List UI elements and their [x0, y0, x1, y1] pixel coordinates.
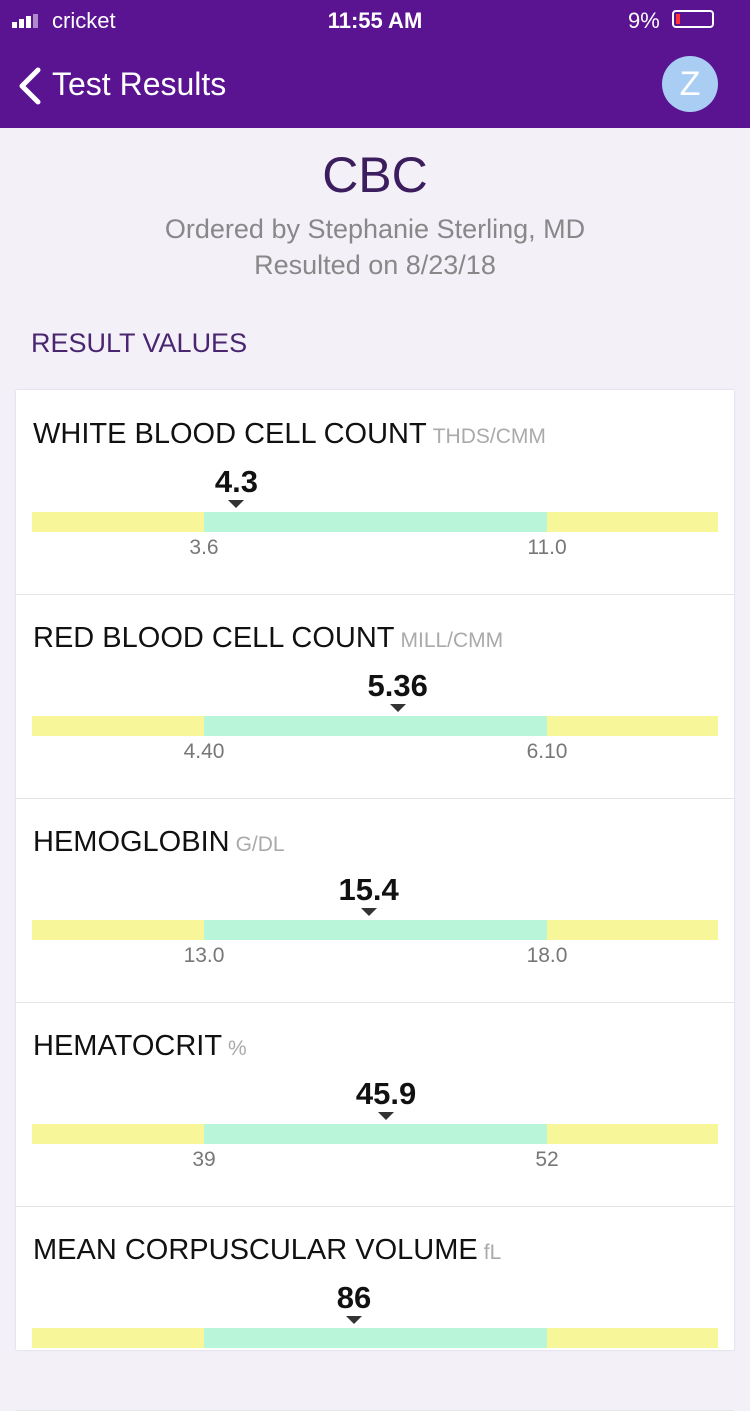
result-name: MEAN CORPUSCULAR VOLUME fL [33, 1234, 502, 1266]
result-item: HEMOGLOBIN G/DL 13.0 18.0 15.4 [16, 798, 734, 1003]
title: CBC [322, 147, 428, 203]
result-item: WHITE BLOOD CELL COUNT THDS/CMM 3.6 11.0 4.3 [16, 390, 734, 595]
value-marker [389, 704, 406, 712]
result-name: RED BLOOD CELL COUNT MILL/CMM [33, 622, 504, 654]
normal-range [204, 716, 547, 736]
carrier: cricket [52, 8, 116, 33]
result-value: 86 [336, 1280, 372, 1315]
result-name: HEMATOCRIT% [33, 1030, 247, 1062]
results-card: WHITE BLOOD CELL COUNT THDS/CMM 3.6 11.0 4.3… [16, 390, 734, 1411]
value-marker [360, 908, 377, 916]
resulted-date: Resulted on 8/23/18 [254, 250, 496, 280]
result-value: 45.9 [355, 1076, 417, 1111]
time: 11:55 AM [327, 8, 423, 33]
result-unit: G/DL [235, 833, 285, 856]
result-value: 15.4 [338, 872, 399, 907]
result-unit: fL [483, 1241, 502, 1264]
battery-percent: 9% [628, 8, 660, 33]
battery-icon [672, 10, 714, 28]
result-unit: THDS/CMM [432, 425, 546, 448]
normal-range [204, 920, 547, 940]
value-marker [378, 1112, 395, 1120]
range-high: 18.0 [526, 944, 568, 967]
range-high: 6.10 [526, 740, 568, 763]
back-label: Test Results [52, 66, 227, 102]
section-title: RESULT VALUES [31, 328, 248, 358]
range-bar [32, 1328, 718, 1348]
avatar[interactable]: Z [662, 56, 718, 112]
back-chevron [19, 67, 41, 105]
range-bar [32, 920, 718, 940]
result-value: 4.3 [214, 464, 258, 499]
range-low: 13.0 [183, 944, 225, 967]
result-name: WHITE BLOOD CELL COUNT THDS/CMM [33, 418, 546, 450]
status-bar: cricket 11:55 AM 9% [0, 0, 750, 40]
result-unit: % [228, 1037, 247, 1060]
range-low: 39 [192, 1148, 216, 1171]
range-low: 4.40 [183, 740, 225, 763]
result-item: MEAN CORPUSCULAR VOLUME fL 86 [16, 1206, 734, 1411]
range-low: 3.6 [189, 536, 219, 559]
range-high: 52 [535, 1148, 559, 1171]
nav-bar: Test Results Z [0, 40, 750, 128]
signal-icon [12, 14, 44, 28]
result-item: HEMATOCRIT% 39 52 45.9 [16, 1002, 734, 1207]
range-high: 11.0 [527, 536, 567, 559]
normal-range [204, 512, 547, 532]
value-marker [228, 500, 245, 508]
value-marker [346, 1316, 362, 1324]
back-button[interactable]: Test Results [14, 60, 254, 110]
range-bar [32, 1124, 718, 1144]
result-unit: MILL/CMM [400, 629, 504, 652]
range-bar [32, 716, 718, 736]
result-name: HEMOGLOBIN G/DL [33, 826, 285, 858]
ordered-by: Ordered by Stephanie Sterling, MD [164, 214, 586, 244]
result-value: 5.36 [367, 668, 428, 703]
result-item: RED BLOOD CELL COUNT MILL/CMM 4.40 6.10 5.36 [16, 594, 734, 799]
range-bar [32, 512, 718, 532]
normal-range [204, 1328, 547, 1348]
normal-range [204, 1124, 547, 1144]
